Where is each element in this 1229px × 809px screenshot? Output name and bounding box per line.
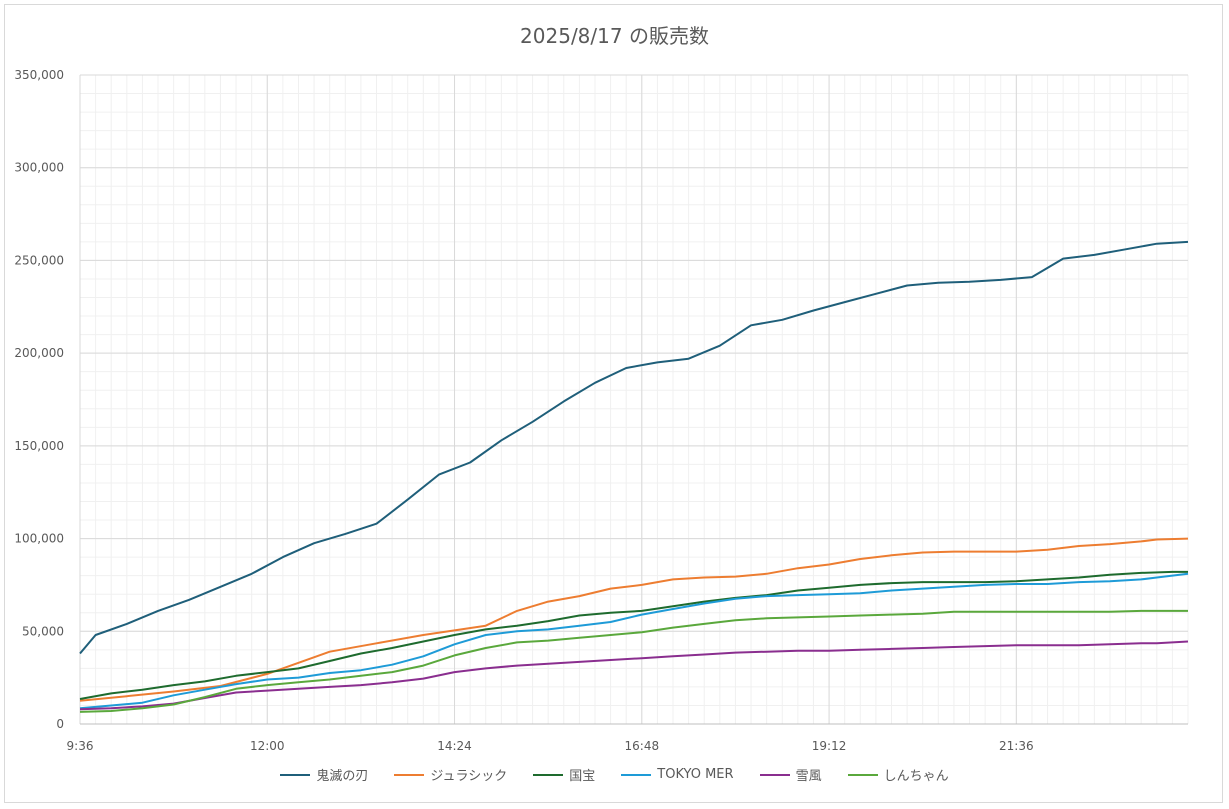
legend-label: ジュラシック (430, 769, 508, 784)
chart-legend: 鬼滅の刃 ジュラシック 国宝 TOKYO MER 雪風 しんちゃん (0, 765, 1229, 784)
y-tick-label: 300,000 (14, 161, 64, 175)
legend-label: TOKYO MER (657, 767, 734, 782)
series-line (79, 537, 1189, 702)
legend-item: 鬼滅の刃 (280, 765, 368, 784)
x-tick-label: 21:36 (999, 739, 1034, 753)
legend-swatch (533, 773, 564, 776)
legend-swatch (621, 773, 652, 776)
legend-swatch (394, 773, 425, 776)
x-tick-label: 9:36 (67, 739, 94, 753)
series-line (79, 640, 1189, 711)
series-line (79, 572, 1189, 710)
y-tick-label: 0 (56, 717, 64, 731)
x-tick-label: 19:12 (812, 739, 847, 753)
x-tick-label: 12:00 (250, 739, 285, 753)
y-tick-label: 200,000 (14, 346, 64, 360)
chart-title: 2025/8/17 の販売数 (520, 24, 709, 48)
legend-item: TOKYO MER (621, 765, 734, 784)
series-line (79, 240, 1189, 655)
y-tick-label: 250,000 (14, 253, 64, 267)
legend-label: 雪風 (795, 769, 822, 784)
legend-swatch (280, 773, 311, 776)
legend-label: 国宝 (569, 769, 596, 784)
x-tick-label: 14:24 (437, 739, 472, 753)
legend-item: 雪風 (759, 765, 822, 784)
legend-item: 国宝 (533, 765, 595, 784)
legend-swatch (847, 773, 878, 776)
y-tick-label: 150,000 (14, 439, 64, 453)
legend-item: ジュラシック (394, 765, 507, 784)
series-line (79, 570, 1188, 700)
chart-frame (4, 4, 1223, 803)
series-line (79, 609, 1188, 713)
legend-label: しんちゃん (883, 769, 949, 784)
y-tick-label: 350,000 (14, 68, 64, 82)
legend-item: しんちゃん (847, 765, 949, 784)
legend-swatch (759, 773, 790, 776)
y-tick-label: 50,000 (22, 624, 64, 638)
x-tick-label: 16:48 (625, 739, 660, 753)
legend-label: 鬼滅の刃 (316, 769, 369, 784)
y-tick-label: 100,000 (14, 532, 64, 546)
